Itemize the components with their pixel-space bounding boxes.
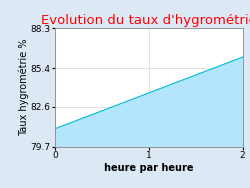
Y-axis label: Taux hygrométrie %: Taux hygrométrie % (19, 39, 29, 136)
X-axis label: heure par heure: heure par heure (104, 163, 194, 173)
Title: Evolution du taux d'hygrométrie: Evolution du taux d'hygrométrie (41, 14, 250, 27)
